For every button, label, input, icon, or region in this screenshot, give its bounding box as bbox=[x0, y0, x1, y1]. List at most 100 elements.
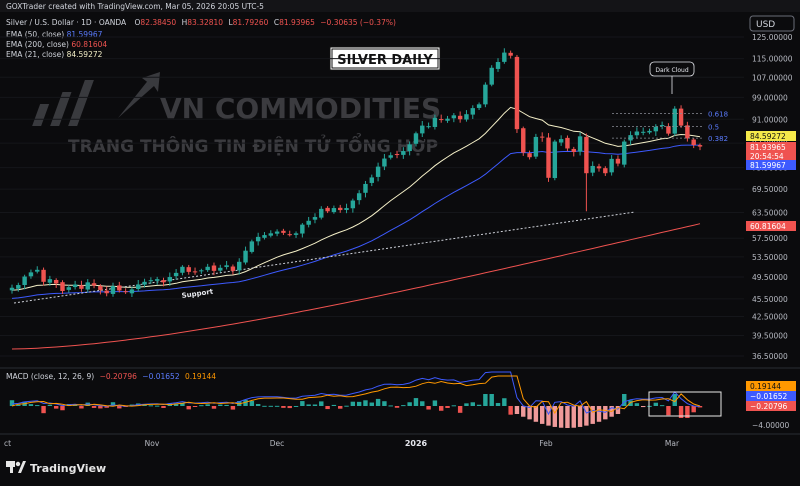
macd-histogram-bar bbox=[653, 402, 659, 406]
candle bbox=[464, 110, 469, 122]
price-tick-label: 49.50000 bbox=[752, 273, 788, 282]
candle bbox=[199, 268, 204, 274]
macd-histogram-bar bbox=[180, 402, 185, 406]
candle bbox=[603, 166, 608, 176]
svg-text:Silver / U.S. Dollar · 1D · OA: Silver / U.S. Dollar · 1D · OANDA O82.38… bbox=[6, 18, 396, 27]
macd-histogram-bar bbox=[640, 406, 646, 408]
macd-tag-label: 0.19144 bbox=[750, 382, 781, 391]
candle bbox=[527, 150, 532, 160]
macd-histogram-bar bbox=[41, 406, 46, 414]
candle bbox=[558, 135, 564, 146]
svg-text:84.59272: 84.59272 bbox=[750, 132, 786, 141]
candle bbox=[369, 174, 374, 187]
macd-histogram-bar bbox=[262, 405, 267, 407]
ema-legend-50: EMA (50, close) 81.59967 bbox=[6, 30, 103, 39]
price-tag: 81.93965 bbox=[746, 142, 796, 152]
candle bbox=[243, 246, 248, 265]
candle bbox=[136, 279, 141, 292]
macd-histogram-bar bbox=[224, 404, 229, 406]
macd-histogram-bar bbox=[306, 404, 311, 406]
candle bbox=[596, 163, 602, 172]
candle bbox=[312, 213, 318, 224]
candle bbox=[451, 113, 457, 123]
macd-histogram-bar bbox=[344, 405, 349, 407]
price-tick-label: 63.50000 bbox=[752, 209, 788, 218]
time-axis: ct Nov Dec 2026 Feb Mar bbox=[4, 439, 680, 448]
macd-histogram-bar bbox=[426, 406, 431, 410]
macd-histogram-bar bbox=[678, 406, 684, 418]
candle bbox=[218, 264, 223, 273]
price-tick-label: 91.00000 bbox=[752, 115, 788, 124]
macd-histogram-bar bbox=[53, 406, 59, 409]
candle bbox=[659, 121, 665, 130]
time-tick-label: Nov bbox=[145, 439, 160, 448]
candle bbox=[539, 132, 545, 142]
macd-histogram-bar bbox=[420, 401, 425, 406]
candle bbox=[552, 139, 558, 181]
macd-histogram-bar bbox=[117, 406, 122, 409]
candle bbox=[230, 264, 236, 275]
candle bbox=[363, 180, 368, 198]
price-tick-label: 69.50000 bbox=[752, 185, 788, 194]
candle bbox=[129, 286, 135, 298]
macd-tag bbox=[746, 401, 796, 411]
candle bbox=[47, 275, 53, 286]
macd-histogram-bar bbox=[110, 402, 116, 406]
candle bbox=[609, 155, 614, 176]
macd-histogram-bar bbox=[148, 405, 154, 407]
candle bbox=[262, 232, 267, 240]
macd-v2: −0.01652 bbox=[142, 372, 180, 381]
candle bbox=[180, 265, 185, 276]
candle bbox=[331, 205, 337, 214]
macd-histogram-bar bbox=[495, 403, 501, 406]
macd-histogram-bar bbox=[577, 406, 583, 427]
time-tick-label: Feb bbox=[539, 439, 553, 448]
macd-histogram-bar bbox=[502, 398, 507, 406]
macd-histogram-bar bbox=[552, 406, 558, 427]
candle bbox=[521, 126, 526, 156]
macd-histogram-bar bbox=[647, 405, 652, 407]
candle bbox=[344, 203, 349, 214]
symbol-name: Silver / U.S. Dollar · 1D · OANDA bbox=[6, 18, 127, 27]
candle bbox=[546, 133, 551, 182]
macd-histogram-bar bbox=[659, 405, 665, 407]
candle bbox=[514, 54, 520, 133]
time-tick-label: Mar bbox=[665, 439, 680, 448]
ohlc-high-label: H bbox=[182, 18, 188, 27]
candle bbox=[211, 262, 217, 276]
price-tick-label: 125.00000 bbox=[752, 33, 793, 42]
candle bbox=[457, 111, 463, 123]
ema50-label: EMA (50, close) bbox=[6, 30, 64, 39]
macd-histogram-bar bbox=[350, 401, 356, 406]
macd-histogram-bar bbox=[230, 406, 236, 410]
ema200-path bbox=[11, 223, 701, 350]
macd-histogram-bar bbox=[571, 406, 576, 428]
candle bbox=[142, 278, 147, 288]
candle bbox=[432, 114, 438, 130]
macd-v1: −0.20796 bbox=[100, 372, 138, 381]
ema-legend-200: EMA (200, close) 60.81604 bbox=[6, 40, 107, 49]
candle bbox=[470, 105, 475, 119]
currency-button-label: USD bbox=[756, 20, 775, 30]
currency-button[interactable]: USD bbox=[749, 15, 795, 32]
candle bbox=[439, 114, 444, 123]
candle bbox=[634, 127, 640, 139]
svg-text:81.59967: 81.59967 bbox=[750, 161, 786, 170]
candle bbox=[237, 258, 242, 275]
candle bbox=[148, 277, 154, 284]
ema21-path bbox=[11, 106, 701, 291]
ema200-line bbox=[11, 223, 701, 350]
candle bbox=[161, 277, 166, 287]
candle bbox=[615, 155, 621, 167]
macd-histogram-bar bbox=[268, 405, 273, 407]
macd-histogram-bar bbox=[533, 406, 539, 422]
macd-histogram-bar bbox=[186, 406, 191, 410]
fib-label: 0.618 bbox=[708, 111, 728, 119]
macd-histogram-bar bbox=[104, 406, 109, 408]
candle bbox=[672, 106, 677, 136]
macd-histogram-bar bbox=[439, 406, 444, 411]
price-tick-label: 45.50000 bbox=[752, 295, 788, 304]
signal-line bbox=[11, 375, 701, 415]
macd-histogram-bar bbox=[590, 406, 595, 424]
